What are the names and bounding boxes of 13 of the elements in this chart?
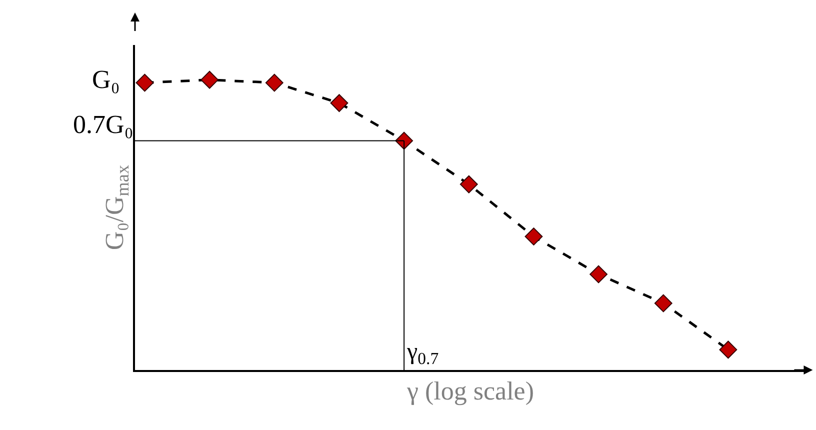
point <box>524 228 543 246</box>
annotation: γ$_{0.7}$ <box>406 339 439 368</box>
point <box>136 74 154 92</box>
point <box>590 265 608 284</box>
point <box>200 70 219 89</box>
point <box>719 340 738 359</box>
text: G₀ <box>92 65 120 94</box>
point <box>330 94 348 112</box>
ref-line-label: 0.7G₀ <box>73 110 134 139</box>
point <box>654 294 672 312</box>
x-axis-title: γ (log scale) <box>406 376 534 406</box>
point <box>265 74 284 92</box>
point <box>460 175 478 194</box>
